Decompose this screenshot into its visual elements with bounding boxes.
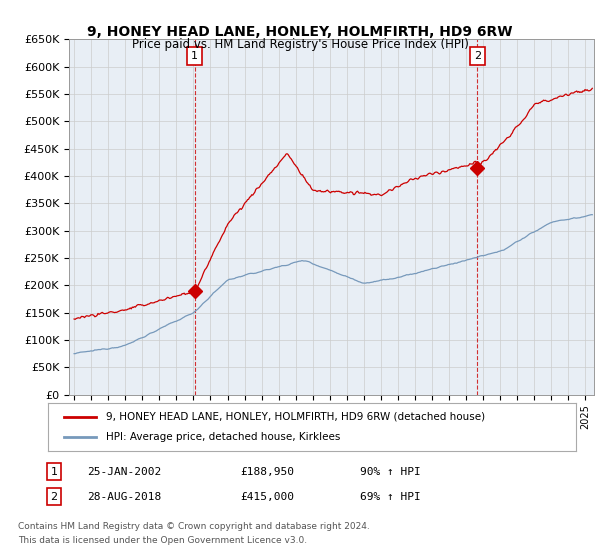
Text: 1: 1 <box>50 466 58 477</box>
Text: 25-JAN-2002: 25-JAN-2002 <box>87 466 161 477</box>
Text: 90% ↑ HPI: 90% ↑ HPI <box>360 466 421 477</box>
Text: Contains HM Land Registry data © Crown copyright and database right 2024.: Contains HM Land Registry data © Crown c… <box>18 522 370 531</box>
Text: 9, HONEY HEAD LANE, HONLEY, HOLMFIRTH, HD9 6RW (detached house): 9, HONEY HEAD LANE, HONLEY, HOLMFIRTH, H… <box>106 412 485 422</box>
Text: £188,950: £188,950 <box>240 466 294 477</box>
Text: 2: 2 <box>473 50 481 60</box>
Text: 9, HONEY HEAD LANE, HONLEY, HOLMFIRTH, HD9 6RW: 9, HONEY HEAD LANE, HONLEY, HOLMFIRTH, H… <box>87 25 513 39</box>
Text: 28-AUG-2018: 28-AUG-2018 <box>87 492 161 502</box>
Text: 2: 2 <box>50 492 58 502</box>
Text: 1: 1 <box>191 50 198 60</box>
Text: This data is licensed under the Open Government Licence v3.0.: This data is licensed under the Open Gov… <box>18 536 307 545</box>
Text: £415,000: £415,000 <box>240 492 294 502</box>
Text: Price paid vs. HM Land Registry's House Price Index (HPI): Price paid vs. HM Land Registry's House … <box>131 38 469 50</box>
Text: HPI: Average price, detached house, Kirklees: HPI: Average price, detached house, Kirk… <box>106 432 340 442</box>
Text: 69% ↑ HPI: 69% ↑ HPI <box>360 492 421 502</box>
